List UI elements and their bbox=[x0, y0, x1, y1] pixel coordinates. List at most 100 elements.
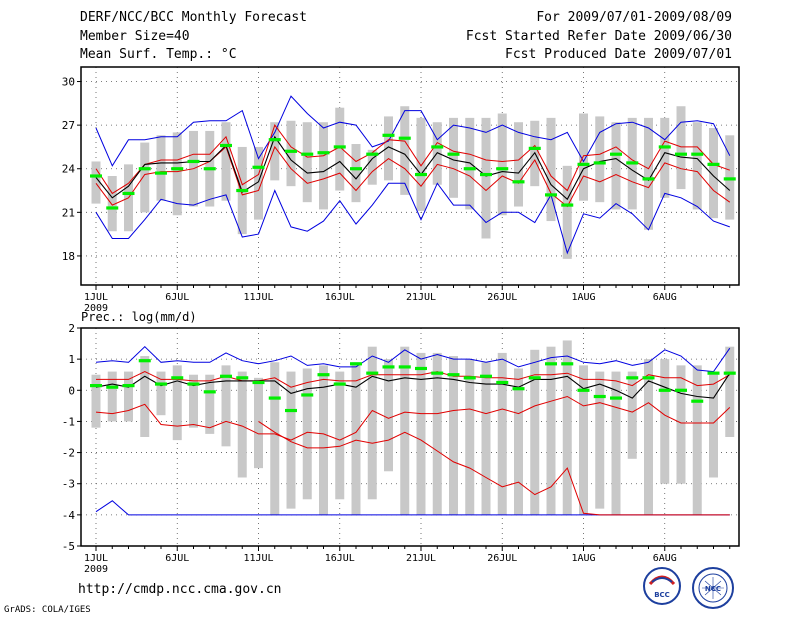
obs-marker bbox=[203, 390, 216, 394]
spread-box bbox=[302, 368, 312, 500]
spread-box bbox=[546, 117, 556, 222]
x-tick-label: 11JUL bbox=[243, 292, 273, 303]
spread-box bbox=[595, 116, 605, 203]
spread-box bbox=[562, 165, 572, 259]
outer-lower-line bbox=[95, 182, 730, 255]
obs-marker bbox=[252, 165, 265, 169]
obs-marker bbox=[333, 382, 346, 386]
spread-box bbox=[367, 149, 377, 185]
obs-marker bbox=[431, 145, 444, 149]
obs-marker bbox=[561, 362, 574, 366]
obs-marker bbox=[431, 371, 444, 375]
spread-box bbox=[124, 371, 133, 422]
obs-marker bbox=[398, 365, 411, 369]
y-tick-label: 27 bbox=[62, 119, 75, 132]
obs-marker bbox=[610, 396, 622, 400]
obs-marker bbox=[447, 152, 460, 156]
obs-marker bbox=[171, 167, 184, 171]
spread-box bbox=[514, 368, 523, 515]
obs-marker bbox=[512, 387, 525, 391]
obs-marker bbox=[220, 374, 232, 378]
spread-box bbox=[709, 374, 718, 478]
y-tick-label: 21 bbox=[62, 206, 75, 219]
spread-box bbox=[319, 122, 328, 210]
spread-box bbox=[91, 161, 101, 204]
spread-box bbox=[270, 362, 280, 515]
obs-marker bbox=[577, 388, 590, 392]
grads-credit: GrADS: COLA/IGES bbox=[4, 605, 91, 615]
x-tick-label: 6AUG bbox=[653, 553, 677, 564]
obs-marker bbox=[366, 152, 379, 156]
y-tick-label: 24 bbox=[62, 163, 76, 176]
spread-box bbox=[627, 371, 637, 459]
x-tick-label: 1JUL bbox=[84, 292, 108, 303]
spread-box bbox=[644, 359, 653, 515]
obs-marker bbox=[252, 380, 265, 385]
outer-upper-line bbox=[95, 95, 731, 167]
spread-box bbox=[465, 359, 475, 515]
spread-box bbox=[335, 107, 345, 191]
obs-marker bbox=[723, 177, 736, 181]
x-tick-label: 26JUL bbox=[487, 292, 517, 303]
obs-marker bbox=[236, 376, 249, 380]
obs-marker bbox=[480, 374, 492, 378]
spread-box bbox=[384, 116, 393, 181]
ensemble-mean-line bbox=[95, 135, 731, 201]
obs-marker bbox=[187, 159, 200, 164]
x-tick-label: 21JUL bbox=[406, 292, 436, 303]
obs-marker bbox=[301, 152, 314, 156]
footer-url[interactable]: http://cmdp.ncc.cma.gov.cn bbox=[78, 582, 282, 597]
x-tick-label: 1JUL bbox=[84, 553, 108, 564]
obs-marker bbox=[545, 362, 557, 366]
obs-marker bbox=[106, 206, 119, 210]
y-tick-label: 30 bbox=[62, 76, 75, 89]
inner-upper-line bbox=[96, 371, 731, 388]
y-tick-label: -3 bbox=[62, 478, 75, 491]
spread-box bbox=[481, 117, 491, 239]
obs-marker bbox=[691, 399, 704, 403]
obs-marker bbox=[138, 167, 151, 171]
obs-marker bbox=[561, 203, 574, 207]
obs-marker bbox=[350, 362, 362, 366]
obs-marker bbox=[675, 152, 687, 156]
obs-marker bbox=[691, 152, 704, 156]
spread-box bbox=[660, 359, 670, 484]
obs-marker bbox=[415, 172, 427, 177]
obs-marker bbox=[203, 167, 216, 171]
obs-marker bbox=[480, 172, 492, 177]
x-tick-label: 16JUL bbox=[325, 553, 355, 564]
spread-box bbox=[351, 362, 361, 515]
spread-box bbox=[432, 352, 442, 515]
spread-box bbox=[270, 122, 280, 181]
spread-box bbox=[189, 374, 198, 428]
obs-marker bbox=[545, 193, 557, 197]
y-tick-label: 0 bbox=[68, 384, 75, 397]
spread-box bbox=[725, 346, 735, 437]
obs-marker bbox=[707, 371, 720, 375]
obs-marker bbox=[187, 382, 200, 386]
spread-box bbox=[676, 106, 686, 190]
x-tick-label: 21JUL bbox=[406, 553, 436, 564]
obs-marker bbox=[593, 394, 606, 399]
spread-box bbox=[172, 365, 182, 441]
spread-box bbox=[367, 346, 377, 500]
x-year-label: 2009 bbox=[84, 564, 108, 575]
y-tick-label: -1 bbox=[62, 415, 75, 428]
obs-marker bbox=[593, 161, 606, 165]
obs-marker bbox=[90, 174, 102, 178]
spread-box bbox=[449, 117, 458, 198]
obs-marker bbox=[317, 373, 330, 377]
spread-box bbox=[156, 371, 166, 416]
obs-marker bbox=[285, 408, 297, 413]
obs-marker bbox=[658, 145, 671, 149]
spread-box bbox=[221, 122, 231, 201]
obs-marker bbox=[155, 382, 167, 386]
obs-marker bbox=[626, 161, 639, 165]
spread-box bbox=[660, 117, 670, 198]
spread-box bbox=[416, 117, 426, 211]
obs-marker bbox=[268, 138, 281, 142]
obs-marker bbox=[90, 384, 102, 388]
spread-box bbox=[611, 122, 621, 210]
obs-marker bbox=[723, 371, 736, 375]
